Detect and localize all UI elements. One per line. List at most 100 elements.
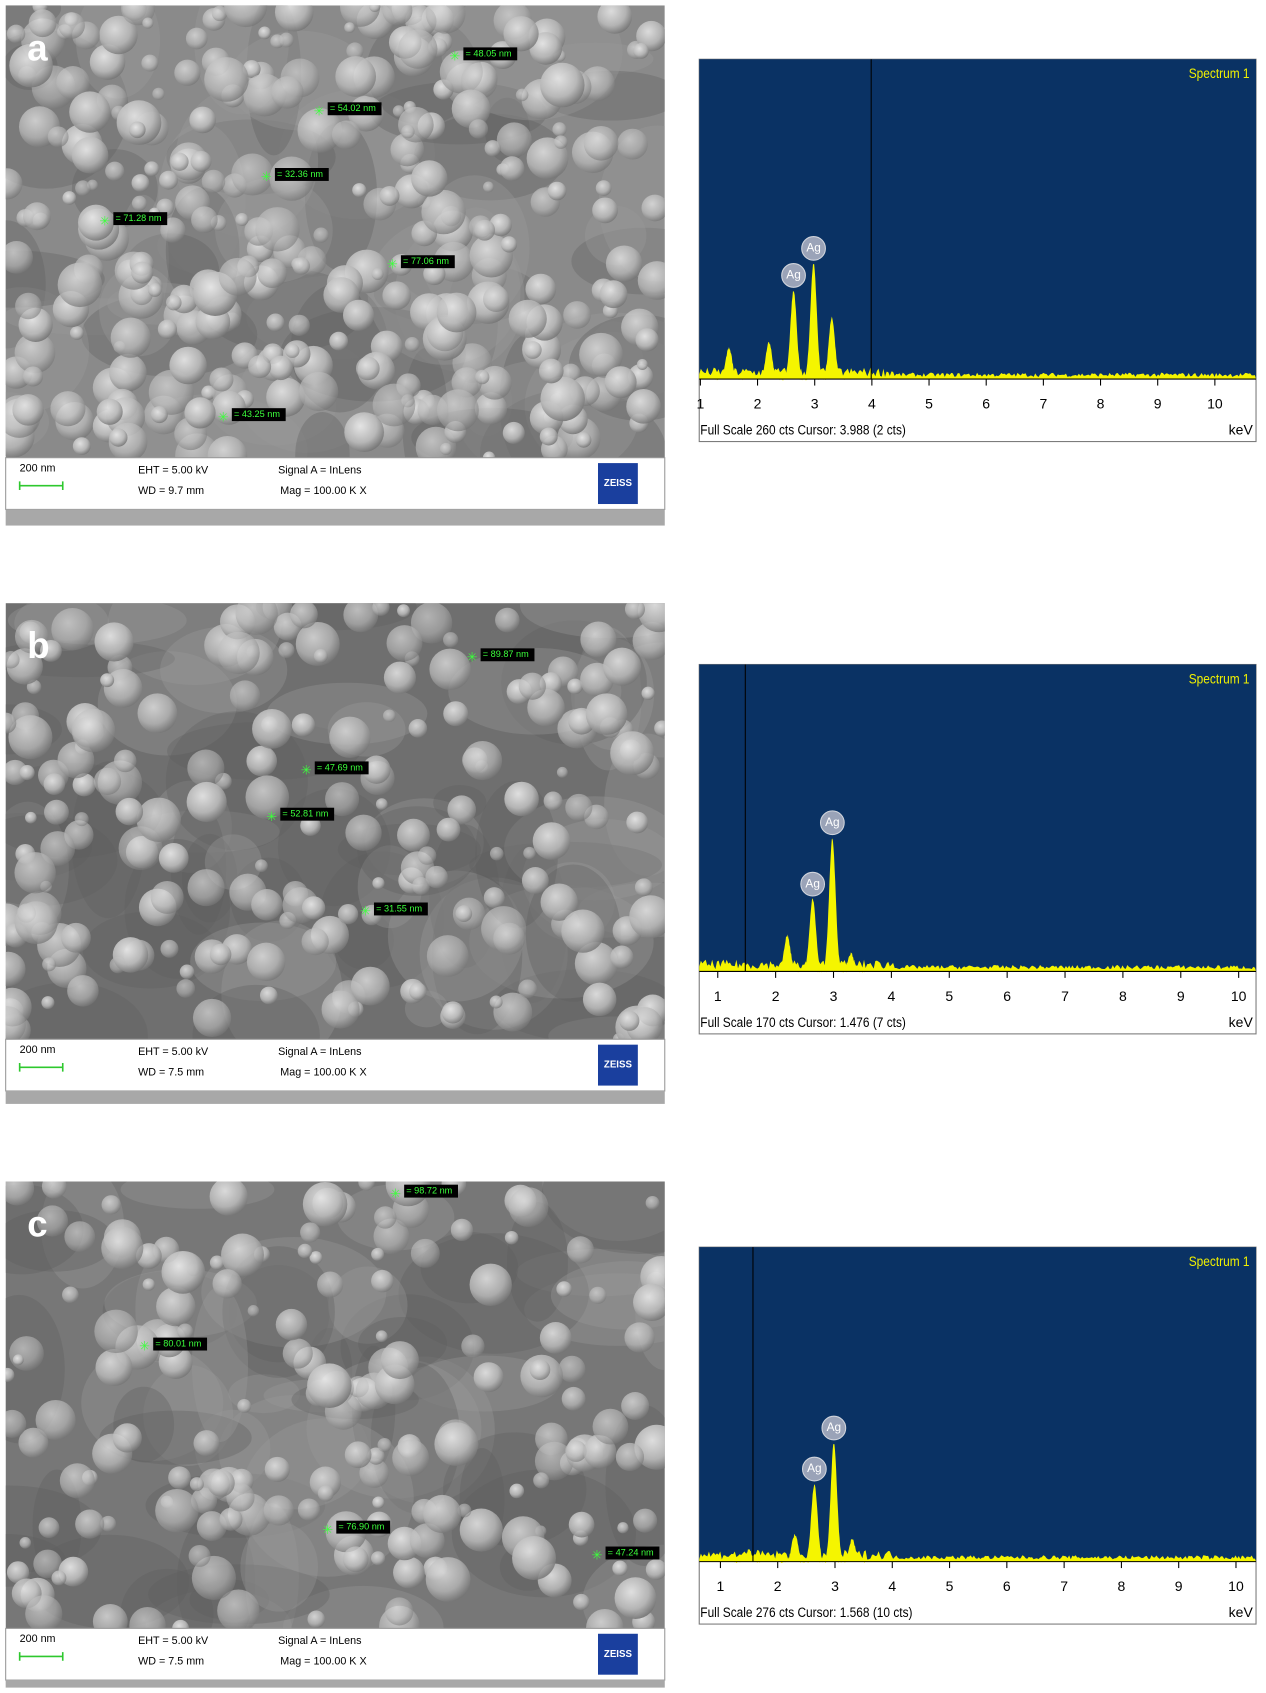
sem-texture <box>551 1261 703 1329</box>
sem-particle <box>610 945 633 968</box>
sem-particle <box>213 1269 242 1298</box>
peak-label: Ag <box>805 876 819 890</box>
sem-particle <box>504 782 539 817</box>
spectrum-footer: Full Scale 276 cts Cursor: 1.568 (10 cts… <box>700 1604 912 1620</box>
sem-particle <box>501 236 517 252</box>
measurement: = 54.02 nm <box>330 103 376 113</box>
sem-particle <box>20 765 35 780</box>
sem-particle <box>152 88 164 100</box>
measure-marker: ✳ <box>261 169 272 184</box>
sem-particle <box>524 341 542 359</box>
sem-particle <box>451 1219 473 1241</box>
measurement: = 47.24 nm <box>608 1547 654 1557</box>
x-tick-label: 6 <box>1003 1578 1011 1594</box>
sem-particle <box>493 923 525 955</box>
sem-particle <box>50 391 85 426</box>
sem-particle <box>58 263 103 308</box>
sem-particle <box>384 662 416 694</box>
spectrum-title: Spectrum 1 <box>1189 65 1250 81</box>
sem-particle <box>230 680 260 710</box>
sem-particle <box>633 1509 657 1533</box>
sem-particle <box>148 283 162 297</box>
sem-particle <box>186 28 208 50</box>
x-tick-label: 6 <box>982 396 990 412</box>
sem-particle <box>427 935 469 977</box>
sem-particle <box>423 1495 461 1533</box>
sem-particle <box>397 819 430 852</box>
sem-particle <box>12 394 44 426</box>
sem-particle <box>48 126 69 147</box>
sem-particle <box>111 318 151 358</box>
sem-particle <box>156 1287 195 1326</box>
sem-particle <box>75 812 89 826</box>
sem-particle <box>64 1221 95 1252</box>
x-tick-label: 5 <box>925 396 933 412</box>
sem-particle <box>624 1322 654 1352</box>
sem-particle <box>187 782 227 822</box>
sem-particle <box>264 1495 294 1525</box>
sem-particle <box>44 773 66 795</box>
sem-particle <box>409 983 427 1001</box>
sem-particle <box>369 1 380 12</box>
measurement: = 98.72 nm <box>406 1186 452 1196</box>
sem-particle <box>548 182 567 201</box>
sem-particle <box>23 366 43 386</box>
sem-particle <box>610 731 654 775</box>
signal: Signal A = InLens <box>278 464 361 476</box>
sem-particle <box>497 122 532 157</box>
x-unit: keV <box>1229 1014 1254 1030</box>
bottom-strip <box>6 509 665 525</box>
measure-marker: ✳ <box>301 763 312 778</box>
sem-particle <box>317 1272 343 1298</box>
sem-particle <box>162 1251 205 1294</box>
x-tick-label: 8 <box>1118 1578 1126 1594</box>
sem-particle <box>235 213 248 226</box>
sem-particle <box>25 812 37 824</box>
sem-particle <box>255 207 299 251</box>
x-tick-label: 10 <box>1231 988 1247 1004</box>
sem-particle <box>512 1536 556 1580</box>
sem-particle <box>14 852 55 893</box>
sem-particle <box>247 943 285 981</box>
sem-particle <box>248 1305 260 1317</box>
sem-particle <box>0 1368 14 1382</box>
sem-particle <box>132 174 150 192</box>
sem-texture <box>192 1286 248 1442</box>
sem-particle <box>633 1284 670 1321</box>
sem-particle <box>166 295 182 311</box>
sem-particle <box>592 197 618 223</box>
sem-particle <box>210 944 231 965</box>
sem-particle <box>463 741 502 780</box>
peak-label: Ag <box>806 240 820 254</box>
sem-particle <box>236 593 278 635</box>
sem-particle <box>397 604 410 617</box>
sem-particle <box>151 406 168 423</box>
sem-particle <box>387 625 423 661</box>
sem-particle <box>151 881 184 914</box>
sem-particle <box>129 122 146 139</box>
sem-particle <box>202 170 226 194</box>
x-tick-label: 1 <box>696 396 704 412</box>
sem-particle <box>519 673 546 700</box>
sem-particle <box>23 202 51 230</box>
sem-particle <box>42 1174 67 1199</box>
sem-particle <box>401 125 414 138</box>
sem-particle <box>137 798 181 842</box>
sem-particle <box>0 1171 34 1205</box>
sem-particle <box>0 241 33 274</box>
sem-particle <box>563 301 591 329</box>
sem-particle <box>298 1244 313 1259</box>
sem-particle <box>426 1557 471 1602</box>
sem-particle <box>300 1222 320 1242</box>
sem-particle <box>105 162 124 181</box>
sem-particle <box>617 129 648 160</box>
sem-particle <box>109 354 147 392</box>
sem-image <box>0 564 728 1089</box>
x-unit: keV <box>1229 1604 1254 1620</box>
sem-particle <box>398 29 437 68</box>
sem-particle <box>109 428 127 446</box>
x-tick-label: 1 <box>714 988 722 1004</box>
sem-particle <box>94 1310 138 1354</box>
sem-particle <box>217 632 259 674</box>
sem-particle <box>285 344 299 358</box>
